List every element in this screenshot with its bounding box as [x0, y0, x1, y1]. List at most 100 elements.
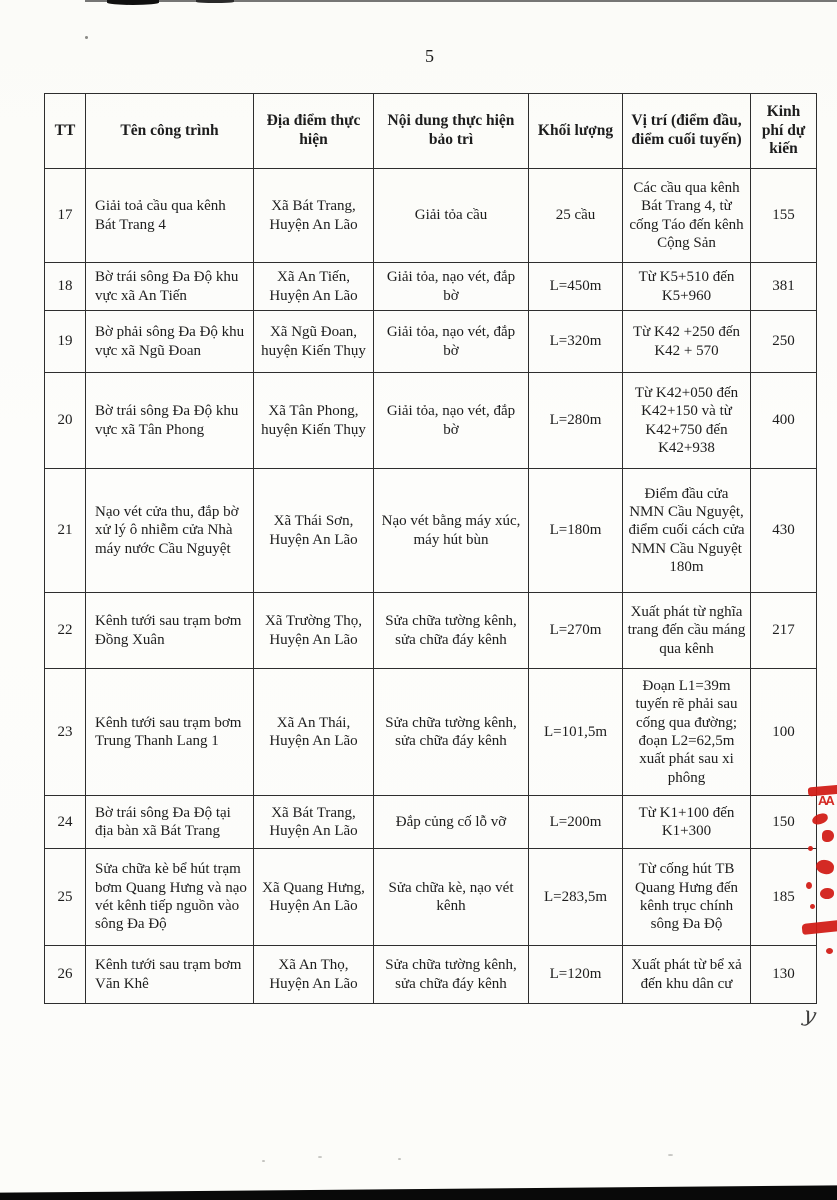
header-ten-cong-trinh: Tên công trình	[85, 93, 254, 169]
cell-ten-cong-trinh: Bờ trái sông Đa Độ khu vực xã An Tiến	[85, 262, 254, 311]
red-stamp-fragment: AA	[798, 784, 837, 959]
stamp-shape	[806, 882, 812, 889]
scan-artifact-bottom-edge	[0, 1185, 837, 1200]
cell-tt: 23	[44, 668, 86, 796]
cell-tt: 22	[44, 592, 86, 669]
scan-speck	[85, 36, 88, 39]
cell-noi-dung: Sửa chữa tường kênh, sửa chữa đáy kênh	[373, 592, 529, 669]
table-header-row: TT Tên công trình Địa điểm thực hiện Nội…	[44, 93, 817, 169]
scan-artifact-blob	[196, 0, 234, 3]
cell-khoi-luong: L=320m	[528, 310, 623, 373]
cell-dia-diem: Xã Thái Sơn, Huyện An Lão	[253, 468, 374, 593]
scan-artifact-blob	[107, 0, 159, 5]
cell-kinh-phi: 217	[750, 592, 817, 669]
cell-vi-tri: Từ K5+510 đến K5+960	[622, 262, 751, 311]
header-noi-dung: Nội dung thực hiện bảo trì	[373, 93, 529, 169]
cell-noi-dung: Giải tỏa, nạo vét, đắp bờ	[373, 262, 529, 311]
cell-vi-tri: Điểm đầu cửa NMN Cầu Nguyệt, điểm cuối c…	[622, 468, 751, 593]
cell-vi-tri: Từ K1+100 đến K1+300	[622, 795, 751, 849]
cell-khoi-luong: L=200m	[528, 795, 623, 849]
cell-kinh-phi: 100	[750, 668, 817, 796]
cell-khoi-luong: L=280m	[528, 372, 623, 469]
scan-speck	[398, 1158, 401, 1160]
cell-noi-dung: Sửa chữa kè, nạo vét kênh	[373, 848, 529, 946]
scan-speck	[668, 1154, 673, 1156]
cell-dia-diem: Xã Bát Trang, Huyện An Lão	[253, 168, 374, 263]
page-number: 5	[425, 46, 435, 66]
cell-tt: 26	[44, 945, 86, 1004]
stamp-shape	[808, 846, 813, 851]
scan-artifact-top-edge	[85, 0, 837, 2]
cell-dia-diem: Xã Tân Phong, huyện Kiến Thụy	[253, 372, 374, 469]
cell-kinh-phi: 130	[750, 945, 817, 1004]
cell-vi-tri: Đoạn L1=39m tuyến rẽ phải sau cống qua đ…	[622, 668, 751, 796]
cell-tt: 19	[44, 310, 86, 373]
cell-khoi-luong: L=101,5m	[528, 668, 623, 796]
stamp-shape	[810, 904, 815, 909]
cell-noi-dung: Giải tỏa, nạo vét, đắp bờ	[373, 310, 529, 373]
stamp-shape	[822, 830, 834, 842]
table-row: 21 Nạo vét cửa thu, đắp bờ xử lý ô nhiễm…	[44, 468, 817, 593]
cell-kinh-phi: 381	[750, 262, 817, 311]
cell-vi-tri: Xuất phát từ nghĩa trang đến cầu máng qu…	[622, 592, 751, 669]
cell-tt: 24	[44, 795, 86, 849]
table-row: 26 Kênh tưới sau trạm bơm Văn Khê Xã An …	[44, 945, 817, 1004]
table-row: 24 Bờ trái sông Đa Độ tại địa bàn xã Bát…	[44, 795, 817, 849]
cell-ten-cong-trinh: Kênh tưới sau trạm bơm Văn Khê	[85, 945, 254, 1004]
stamp-shape	[820, 888, 834, 899]
scan-speck	[318, 1156, 322, 1158]
maintenance-works-table: TT Tên công trình Địa điểm thực hiện Nội…	[44, 93, 817, 1004]
stamp-letters: AA	[818, 793, 835, 808]
cell-noi-dung: Giải tỏa cầu	[373, 168, 529, 263]
header-tt: TT	[44, 93, 86, 169]
cell-tt: 25	[44, 848, 86, 946]
table-row: 18 Bờ trái sông Đa Độ khu vực xã An Tiến…	[44, 262, 817, 311]
table-row: 20 Bờ trái sông Đa Độ khu vực xã Tân Pho…	[44, 372, 817, 469]
table-row: 17 Giải toả cầu qua kênh Bát Trang 4 Xã …	[44, 168, 817, 263]
stamp-shape	[811, 812, 829, 826]
cell-ten-cong-trinh: Bờ phải sông Đa Độ khu vực xã Ngũ Đoan	[85, 310, 254, 373]
cell-kinh-phi: 400	[750, 372, 817, 469]
cell-noi-dung: Đắp củng cố lỗ vỡ	[373, 795, 529, 849]
cell-dia-diem: Xã Ngũ Đoan, huyện Kiến Thụy	[253, 310, 374, 373]
cell-kinh-phi: 430	[750, 468, 817, 593]
cell-kinh-phi: 155	[750, 168, 817, 263]
cell-noi-dung: Sửa chữa tường kênh, sửa chữa đáy kênh	[373, 945, 529, 1004]
cell-tt: 21	[44, 468, 86, 593]
stamp-shape	[801, 920, 837, 935]
cell-khoi-luong: L=450m	[528, 262, 623, 311]
table-row: 23 Kênh tưới sau trạm bơm Trung Thanh La…	[44, 668, 817, 796]
cell-kinh-phi: 250	[750, 310, 817, 373]
header-vi-tri: Vị trí (điểm đầu, điểm cuối tuyến)	[622, 93, 751, 169]
stamp-shape	[826, 948, 833, 954]
table-row: 25 Sửa chữa kè bể hút trạm bơm Quang Hưn…	[44, 848, 817, 946]
scan-speck	[262, 1160, 265, 1162]
cell-khoi-luong: L=180m	[528, 468, 623, 593]
cell-kinh-phi: 150	[750, 795, 817, 849]
cell-ten-cong-trinh: Giải toả cầu qua kênh Bát Trang 4	[85, 168, 254, 263]
cell-vi-tri: Từ K42 +250 đến K42 + 570	[622, 310, 751, 373]
table-row: 19 Bờ phải sông Đa Độ khu vực xã Ngũ Đoa…	[44, 310, 817, 373]
cell-dia-diem: Xã Quang Hưng, Huyện An Lão	[253, 848, 374, 946]
cell-khoi-luong: L=120m	[528, 945, 623, 1004]
cell-dia-diem: Xã An Thái, Huyện An Lão	[253, 668, 374, 796]
header-kinh-phi: Kinh phí dự kiến	[750, 93, 817, 169]
cell-vi-tri: Xuất phát từ bể xả đến khu dân cư	[622, 945, 751, 1004]
stamp-shape	[815, 858, 835, 876]
cell-khoi-luong: L=283,5m	[528, 848, 623, 946]
cell-dia-diem: Xã An Tiến, Huyện An Lão	[253, 262, 374, 311]
cell-ten-cong-trinh: Kênh tưới sau trạm bơm Trung Thanh Lang …	[85, 668, 254, 796]
cell-noi-dung: Sửa chữa tường kênh, sửa chữa đáy kênh	[373, 668, 529, 796]
cell-noi-dung: Nạo vét bằng máy xúc, máy hút bùn	[373, 468, 529, 593]
cell-ten-cong-trinh: Bờ trái sông Đa Độ khu vực xã Tân Phong	[85, 372, 254, 469]
cell-dia-diem: Xã Trường Thọ, Huyện An Lão	[253, 592, 374, 669]
cell-dia-diem: Xã An Thọ, Huyện An Lão	[253, 945, 374, 1004]
cell-tt: 17	[44, 168, 86, 263]
cell-noi-dung: Giải tỏa, nạo vét, đắp bờ	[373, 372, 529, 469]
table-row: 22 Kênh tưới sau trạm bơm Đồng Xuân Xã T…	[44, 592, 817, 669]
cell-khoi-luong: L=270m	[528, 592, 623, 669]
cell-ten-cong-trinh: Sửa chữa kè bể hút trạm bơm Quang Hưng v…	[85, 848, 254, 946]
cell-tt: 20	[44, 372, 86, 469]
header-khoi-luong: Khối lượng	[528, 93, 623, 169]
